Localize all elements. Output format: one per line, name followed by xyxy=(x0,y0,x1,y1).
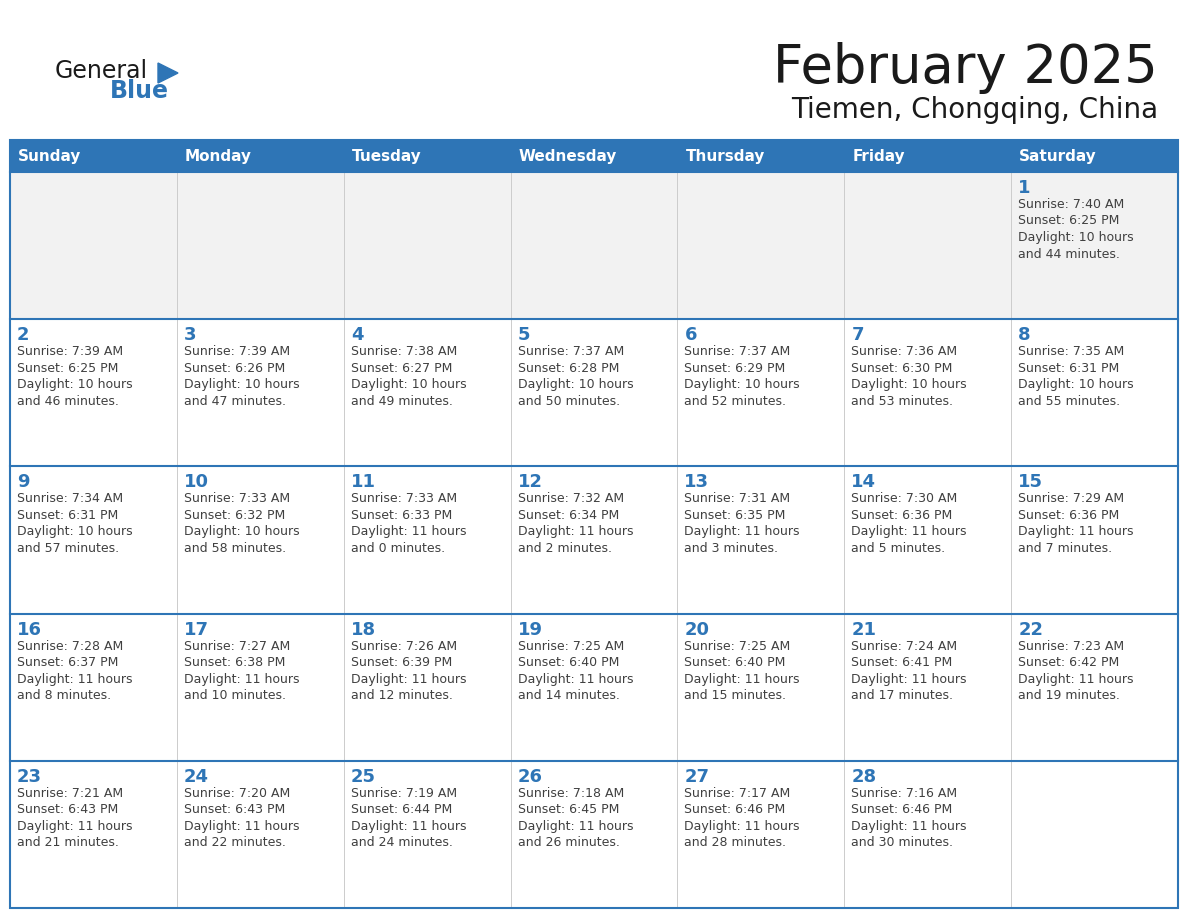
Text: 4: 4 xyxy=(350,326,364,344)
Text: Sunrise: 7:23 AM
Sunset: 6:42 PM
Daylight: 11 hours
and 19 minutes.: Sunrise: 7:23 AM Sunset: 6:42 PM Dayligh… xyxy=(1018,640,1133,702)
Text: Sunrise: 7:38 AM
Sunset: 6:27 PM
Daylight: 10 hours
and 49 minutes.: Sunrise: 7:38 AM Sunset: 6:27 PM Dayligh… xyxy=(350,345,467,408)
Text: Sunrise: 7:25 AM
Sunset: 6:40 PM
Daylight: 11 hours
and 15 minutes.: Sunrise: 7:25 AM Sunset: 6:40 PM Dayligh… xyxy=(684,640,800,702)
Text: Monday: Monday xyxy=(185,149,252,163)
Text: Tiemen, Chongqing, China: Tiemen, Chongqing, China xyxy=(791,96,1158,124)
Text: 5: 5 xyxy=(518,326,530,344)
Text: 3: 3 xyxy=(184,326,196,344)
Text: Sunrise: 7:31 AM
Sunset: 6:35 PM
Daylight: 11 hours
and 3 minutes.: Sunrise: 7:31 AM Sunset: 6:35 PM Dayligh… xyxy=(684,492,800,554)
Text: Sunrise: 7:37 AM
Sunset: 6:29 PM
Daylight: 10 hours
and 52 minutes.: Sunrise: 7:37 AM Sunset: 6:29 PM Dayligh… xyxy=(684,345,800,408)
Text: Sunrise: 7:18 AM
Sunset: 6:45 PM
Daylight: 11 hours
and 26 minutes.: Sunrise: 7:18 AM Sunset: 6:45 PM Dayligh… xyxy=(518,787,633,849)
Text: 14: 14 xyxy=(852,474,877,491)
Text: Sunrise: 7:25 AM
Sunset: 6:40 PM
Daylight: 11 hours
and 14 minutes.: Sunrise: 7:25 AM Sunset: 6:40 PM Dayligh… xyxy=(518,640,633,702)
Text: 17: 17 xyxy=(184,621,209,639)
Text: 7: 7 xyxy=(852,326,864,344)
Text: 13: 13 xyxy=(684,474,709,491)
Bar xyxy=(10,140,1178,908)
Text: 18: 18 xyxy=(350,621,375,639)
Bar xyxy=(10,466,1178,613)
Text: Sunrise: 7:33 AM
Sunset: 6:32 PM
Daylight: 10 hours
and 58 minutes.: Sunrise: 7:33 AM Sunset: 6:32 PM Dayligh… xyxy=(184,492,299,554)
Text: Sunrise: 7:28 AM
Sunset: 6:37 PM
Daylight: 11 hours
and 8 minutes.: Sunrise: 7:28 AM Sunset: 6:37 PM Dayligh… xyxy=(17,640,133,702)
Text: Blue: Blue xyxy=(110,79,169,103)
Text: Friday: Friday xyxy=(852,149,905,163)
Bar xyxy=(10,172,1178,319)
Text: 23: 23 xyxy=(17,767,42,786)
Text: Sunrise: 7:33 AM
Sunset: 6:33 PM
Daylight: 11 hours
and 0 minutes.: Sunrise: 7:33 AM Sunset: 6:33 PM Dayligh… xyxy=(350,492,466,554)
Text: 20: 20 xyxy=(684,621,709,639)
Text: Sunrise: 7:32 AM
Sunset: 6:34 PM
Daylight: 11 hours
and 2 minutes.: Sunrise: 7:32 AM Sunset: 6:34 PM Dayligh… xyxy=(518,492,633,554)
Text: Sunrise: 7:21 AM
Sunset: 6:43 PM
Daylight: 11 hours
and 21 minutes.: Sunrise: 7:21 AM Sunset: 6:43 PM Dayligh… xyxy=(17,787,133,849)
Text: Tuesday: Tuesday xyxy=(352,149,422,163)
Text: Sunrise: 7:30 AM
Sunset: 6:36 PM
Daylight: 11 hours
and 5 minutes.: Sunrise: 7:30 AM Sunset: 6:36 PM Dayligh… xyxy=(852,492,967,554)
Text: Sunrise: 7:34 AM
Sunset: 6:31 PM
Daylight: 10 hours
and 57 minutes.: Sunrise: 7:34 AM Sunset: 6:31 PM Dayligh… xyxy=(17,492,133,554)
Text: 2: 2 xyxy=(17,326,30,344)
Text: Sunrise: 7:40 AM
Sunset: 6:25 PM
Daylight: 10 hours
and 44 minutes.: Sunrise: 7:40 AM Sunset: 6:25 PM Dayligh… xyxy=(1018,198,1133,261)
Text: Saturday: Saturday xyxy=(1019,149,1097,163)
Text: Sunrise: 7:26 AM
Sunset: 6:39 PM
Daylight: 11 hours
and 12 minutes.: Sunrise: 7:26 AM Sunset: 6:39 PM Dayligh… xyxy=(350,640,466,702)
Text: 28: 28 xyxy=(852,767,877,786)
Text: 1: 1 xyxy=(1018,179,1031,197)
Text: Sunrise: 7:37 AM
Sunset: 6:28 PM
Daylight: 10 hours
and 50 minutes.: Sunrise: 7:37 AM Sunset: 6:28 PM Dayligh… xyxy=(518,345,633,408)
Text: Wednesday: Wednesday xyxy=(519,149,617,163)
Text: Sunrise: 7:36 AM
Sunset: 6:30 PM
Daylight: 10 hours
and 53 minutes.: Sunrise: 7:36 AM Sunset: 6:30 PM Dayligh… xyxy=(852,345,967,408)
Bar xyxy=(10,319,1178,466)
Text: 22: 22 xyxy=(1018,621,1043,639)
Polygon shape xyxy=(158,63,178,83)
Text: Thursday: Thursday xyxy=(685,149,765,163)
Text: Sunrise: 7:16 AM
Sunset: 6:46 PM
Daylight: 11 hours
and 30 minutes.: Sunrise: 7:16 AM Sunset: 6:46 PM Dayligh… xyxy=(852,787,967,849)
Text: Sunrise: 7:17 AM
Sunset: 6:46 PM
Daylight: 11 hours
and 28 minutes.: Sunrise: 7:17 AM Sunset: 6:46 PM Dayligh… xyxy=(684,787,800,849)
Text: 25: 25 xyxy=(350,767,375,786)
Text: 9: 9 xyxy=(17,474,30,491)
Text: 21: 21 xyxy=(852,621,877,639)
Text: Sunrise: 7:24 AM
Sunset: 6:41 PM
Daylight: 11 hours
and 17 minutes.: Sunrise: 7:24 AM Sunset: 6:41 PM Dayligh… xyxy=(852,640,967,702)
Text: Sunrise: 7:35 AM
Sunset: 6:31 PM
Daylight: 10 hours
and 55 minutes.: Sunrise: 7:35 AM Sunset: 6:31 PM Dayligh… xyxy=(1018,345,1133,408)
Text: 8: 8 xyxy=(1018,326,1031,344)
Text: Sunrise: 7:20 AM
Sunset: 6:43 PM
Daylight: 11 hours
and 22 minutes.: Sunrise: 7:20 AM Sunset: 6:43 PM Dayligh… xyxy=(184,787,299,849)
Bar xyxy=(10,613,1178,761)
Text: 12: 12 xyxy=(518,474,543,491)
Bar xyxy=(10,140,1178,172)
Text: 10: 10 xyxy=(184,474,209,491)
Text: 24: 24 xyxy=(184,767,209,786)
Text: General: General xyxy=(55,59,148,83)
Text: Sunday: Sunday xyxy=(18,149,81,163)
Bar xyxy=(10,761,1178,908)
Text: 26: 26 xyxy=(518,767,543,786)
Text: 19: 19 xyxy=(518,621,543,639)
Text: Sunrise: 7:39 AM
Sunset: 6:25 PM
Daylight: 10 hours
and 46 minutes.: Sunrise: 7:39 AM Sunset: 6:25 PM Dayligh… xyxy=(17,345,133,408)
Text: February 2025: February 2025 xyxy=(773,42,1158,94)
Text: Sunrise: 7:27 AM
Sunset: 6:38 PM
Daylight: 11 hours
and 10 minutes.: Sunrise: 7:27 AM Sunset: 6:38 PM Dayligh… xyxy=(184,640,299,702)
Text: Sunrise: 7:29 AM
Sunset: 6:36 PM
Daylight: 11 hours
and 7 minutes.: Sunrise: 7:29 AM Sunset: 6:36 PM Dayligh… xyxy=(1018,492,1133,554)
Text: 27: 27 xyxy=(684,767,709,786)
Text: 11: 11 xyxy=(350,474,375,491)
Text: 16: 16 xyxy=(17,621,42,639)
Text: Sunrise: 7:19 AM
Sunset: 6:44 PM
Daylight: 11 hours
and 24 minutes.: Sunrise: 7:19 AM Sunset: 6:44 PM Dayligh… xyxy=(350,787,466,849)
Text: 15: 15 xyxy=(1018,474,1043,491)
Text: 6: 6 xyxy=(684,326,697,344)
Text: Sunrise: 7:39 AM
Sunset: 6:26 PM
Daylight: 10 hours
and 47 minutes.: Sunrise: 7:39 AM Sunset: 6:26 PM Dayligh… xyxy=(184,345,299,408)
